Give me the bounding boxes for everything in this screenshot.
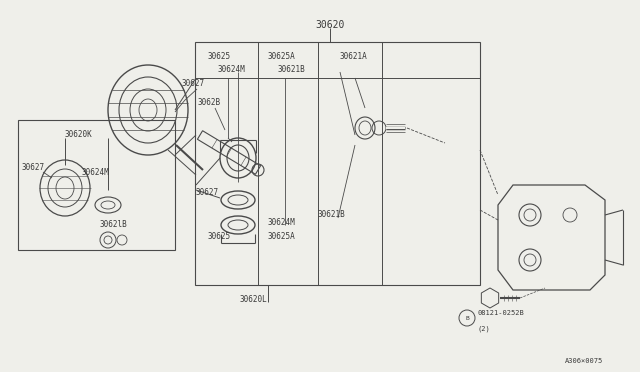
Text: 30624M: 30624M xyxy=(268,218,296,227)
Text: 08121-0252B: 08121-0252B xyxy=(478,310,525,316)
Text: 30624M: 30624M xyxy=(218,65,246,74)
Text: (2): (2) xyxy=(477,326,490,333)
Text: 30627: 30627 xyxy=(182,79,205,88)
Text: 30620L: 30620L xyxy=(240,295,268,304)
Text: 30624M: 30624M xyxy=(82,168,109,177)
Bar xyxy=(18,120,175,250)
Bar xyxy=(195,42,480,285)
Text: 30625: 30625 xyxy=(208,232,231,241)
Text: 30620: 30620 xyxy=(316,20,345,30)
Text: 3062lB: 3062lB xyxy=(100,220,128,229)
Text: A306×0075: A306×0075 xyxy=(565,358,604,364)
Text: 3062B: 3062B xyxy=(198,98,221,107)
Text: 30625A: 30625A xyxy=(268,232,296,241)
Text: 30621B: 30621B xyxy=(318,210,346,219)
Text: 30625A: 30625A xyxy=(268,52,296,61)
Text: B: B xyxy=(465,315,469,321)
Text: 30625: 30625 xyxy=(208,52,231,61)
Text: 30627: 30627 xyxy=(196,188,219,197)
Text: 30621A: 30621A xyxy=(340,52,368,61)
Text: 30620K: 30620K xyxy=(64,130,92,139)
Text: 30621B: 30621B xyxy=(278,65,306,74)
Text: 30627: 30627 xyxy=(22,163,45,172)
